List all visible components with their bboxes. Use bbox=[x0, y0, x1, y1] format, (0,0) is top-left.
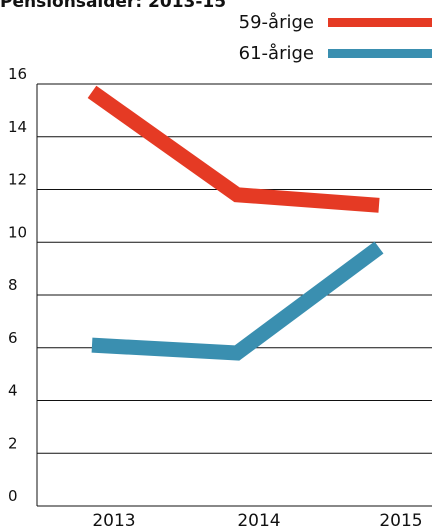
y-tick-label-14: 14 bbox=[8, 118, 27, 136]
y-tick-label-12: 12 bbox=[8, 171, 27, 189]
x-tick-label-2015: 2015 bbox=[379, 511, 422, 529]
y-tick-label-6: 6 bbox=[8, 329, 18, 347]
y-tick-label-16: 16 bbox=[8, 65, 27, 83]
series-line-1 bbox=[87, 85, 380, 213]
legend-item-series-2: 61-årige bbox=[239, 41, 432, 65]
legend-label-series-1: 59-årige bbox=[238, 11, 314, 33]
y-tick-label-0: 0 bbox=[8, 487, 18, 505]
legend-label-series-2: 61-årige bbox=[238, 42, 314, 64]
legend-item-series-1: 59-årige bbox=[239, 10, 432, 34]
y-tick-label-4: 4 bbox=[8, 382, 18, 400]
series-line-2 bbox=[91, 241, 384, 361]
x-tick-label-2013: 2013 bbox=[92, 511, 135, 529]
chart-title: Pensionsalder: 2013-15 bbox=[0, 0, 227, 12]
legend-swatch-series-2 bbox=[328, 48, 432, 58]
legend-swatch-series-1 bbox=[328, 17, 432, 27]
y-tick-label-2: 2 bbox=[8, 434, 18, 452]
y-tick-label-8: 8 bbox=[8, 276, 18, 294]
x-tick-label-2014: 2014 bbox=[237, 511, 280, 529]
y-tick-label-10: 10 bbox=[8, 223, 27, 241]
